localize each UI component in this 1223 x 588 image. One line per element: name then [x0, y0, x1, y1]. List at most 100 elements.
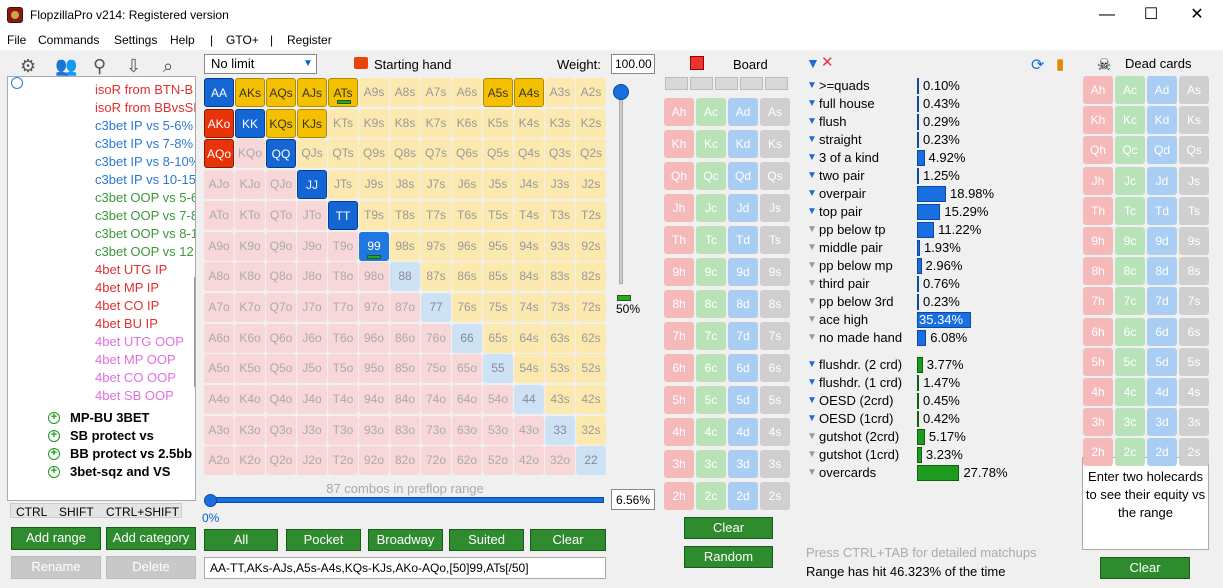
- search-icon[interactable]: ⌕: [163, 56, 174, 76]
- hand-cell[interactable]: K9s: [359, 108, 389, 138]
- hand-cell[interactable]: A4s: [514, 78, 544, 107]
- import-icon[interactable]: ⇩: [126, 56, 142, 76]
- hand-cell[interactable]: Q9s: [359, 139, 389, 169]
- hand-cell[interactable]: AQs: [266, 78, 296, 107]
- dead-card[interactable]: Kd: [1147, 106, 1177, 135]
- hand-cell[interactable]: KQo: [235, 139, 265, 169]
- hand-cell[interactable]: 65s: [483, 323, 513, 353]
- hand-cell[interactable]: T9o: [328, 231, 358, 261]
- hand-cell[interactable]: T6s: [452, 200, 482, 230]
- dead-card[interactable]: Jh: [1083, 166, 1113, 195]
- hand-cell[interactable]: J6o: [297, 323, 327, 353]
- hand-cell[interactable]: 82s: [576, 262, 606, 292]
- board-card[interactable]: Ah: [664, 98, 694, 126]
- hand-cell[interactable]: 83s: [545, 262, 575, 292]
- hand-cell[interactable]: 86s: [452, 262, 482, 292]
- menu-file[interactable]: File: [7, 33, 27, 47]
- hand-cell[interactable]: 53s: [545, 354, 575, 384]
- hand-cell[interactable]: A2o: [204, 446, 234, 476]
- menu-settings[interactable]: Settings: [114, 33, 158, 47]
- hand-cell[interactable]: T4s: [514, 200, 544, 230]
- hand-cell[interactable]: T8o: [328, 262, 358, 292]
- dead-card[interactable]: Ac: [1115, 76, 1145, 104]
- board-card[interactable]: Ts: [760, 226, 790, 254]
- hand-cell[interactable]: KTs: [328, 108, 358, 138]
- board-card[interactable]: Kc: [696, 130, 726, 158]
- tree-item[interactable]: 4bet UTG OOP: [95, 334, 184, 349]
- filter-funnel-icon[interactable]: ▼: [807, 116, 817, 127]
- expand-icon[interactable]: +: [48, 430, 60, 442]
- hand-cell[interactable]: A2s: [576, 78, 606, 107]
- hand-cell[interactable]: QTs: [328, 139, 358, 169]
- dead-card[interactable]: Js: [1179, 166, 1209, 195]
- hand-cell[interactable]: K3o: [235, 415, 265, 445]
- hand-cell[interactable]: J9s: [359, 170, 389, 200]
- hand-cell[interactable]: 64o: [452, 385, 482, 414]
- dead-card[interactable]: 7h: [1083, 287, 1113, 316]
- dead-card[interactable]: 3h: [1083, 408, 1113, 437]
- menu-help[interactable]: Help: [170, 33, 195, 47]
- hand-cell[interactable]: K7s: [421, 108, 451, 138]
- hand-cell[interactable]: 77: [421, 292, 451, 322]
- filter-funnel-icon[interactable]: ▼: [807, 359, 817, 370]
- hand-cell[interactable]: T8s: [390, 200, 420, 230]
- board-card[interactable]: 4h: [664, 418, 694, 446]
- hand-cell[interactable]: A7s: [421, 78, 451, 107]
- dead-card[interactable]: Jc: [1115, 166, 1145, 195]
- maximize-button[interactable]: ☐: [1143, 6, 1159, 23]
- board-card[interactable]: As: [760, 98, 790, 126]
- filter-funnel-icon[interactable]: ▼: [807, 206, 817, 217]
- hand-cell[interactable]: AKo: [204, 108, 234, 138]
- slider-thumb[interactable]: [204, 494, 217, 507]
- hand-cell[interactable]: K3s: [545, 108, 575, 138]
- hand-cell[interactable]: J6s: [452, 170, 482, 200]
- hand-cell[interactable]: 98o: [359, 262, 389, 292]
- hand-cell[interactable]: 52s: [576, 354, 606, 384]
- board-card[interactable]: 2h: [664, 482, 694, 510]
- tree-item[interactable]: c3bet IP vs 7-8%: [95, 136, 194, 151]
- board-random-button[interactable]: Random: [684, 546, 773, 568]
- hand-cell[interactable]: 32o: [545, 446, 575, 476]
- hand-cell[interactable]: J3o: [297, 415, 327, 445]
- filter-funnel-icon[interactable]: ▼: [807, 98, 817, 109]
- hand-cell[interactable]: T7o: [328, 292, 358, 322]
- dead-card[interactable]: Kh: [1083, 106, 1113, 135]
- board-card[interactable]: 7h: [664, 322, 694, 350]
- board-slot[interactable]: [690, 77, 713, 90]
- hand-cell[interactable]: A9o: [204, 231, 234, 261]
- dead-card[interactable]: 8d: [1147, 257, 1177, 286]
- board-card[interactable]: 6d: [728, 354, 758, 382]
- hand-cell[interactable]: 93o: [359, 415, 389, 445]
- clear-range-button[interactable]: Clear: [530, 529, 606, 551]
- dead-card[interactable]: Ad: [1147, 76, 1177, 104]
- hand-cell[interactable]: J5s: [483, 170, 513, 200]
- board-card[interactable]: Ac: [696, 98, 726, 126]
- hand-cell[interactable]: 84o: [390, 385, 420, 414]
- dead-card[interactable]: 6c: [1115, 317, 1145, 346]
- tree-item[interactable]: 4bet MP IP: [95, 280, 160, 295]
- weight-input[interactable]: 100.00: [611, 54, 655, 74]
- hand-cell[interactable]: 95s: [483, 231, 513, 261]
- hand-cell[interactable]: K9o: [235, 231, 265, 261]
- hand-cell[interactable]: 54o: [483, 385, 513, 414]
- board-card[interactable]: Jh: [664, 194, 694, 222]
- dead-card[interactable]: Kc: [1115, 106, 1145, 135]
- dead-card[interactable]: 4d: [1147, 378, 1177, 406]
- filter-funnel-icon[interactable]: ▼: [807, 242, 817, 253]
- hand-cell[interactable]: 94s: [514, 231, 544, 261]
- dead-card[interactable]: 8h: [1083, 257, 1113, 286]
- dead-clear-button[interactable]: Clear: [1100, 557, 1190, 579]
- hand-cell[interactable]: 74s: [514, 292, 544, 322]
- hand-cell[interactable]: 85s: [483, 262, 513, 292]
- dead-card[interactable]: 3d: [1147, 408, 1177, 437]
- range-percent-input[interactable]: 6.56%: [611, 489, 655, 510]
- hand-cell[interactable]: 82o: [390, 446, 420, 476]
- hand-cell[interactable]: J4s: [514, 170, 544, 200]
- hand-cell[interactable]: T9s: [359, 200, 389, 230]
- tree-item[interactable]: isoR from BBvsSB: [95, 100, 196, 115]
- hand-cell[interactable]: 87s: [421, 262, 451, 292]
- board-card[interactable]: Th: [664, 226, 694, 254]
- gear-icon[interactable]: ⚙: [20, 56, 37, 76]
- hand-cell[interactable]: J8s: [390, 170, 420, 200]
- filter-funnel-icon[interactable]: ▼: [807, 260, 817, 271]
